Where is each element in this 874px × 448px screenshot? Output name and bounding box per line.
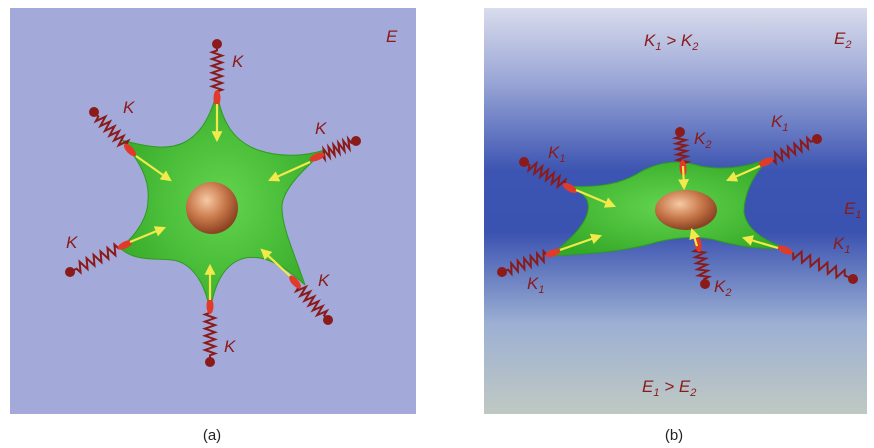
spring-label-k-upper-left: K (123, 98, 135, 117)
nucleus-a (186, 182, 238, 234)
spring-b-bottom-coil (690, 243, 713, 285)
spring-label-k-bottom: K (224, 337, 236, 356)
panel-a: E K K K K K K (a) (10, 8, 416, 444)
spring-b-upper-right-anchor-ball (812, 134, 822, 144)
caption-a: (a) (203, 427, 221, 444)
spring-a-upper-left-anchor-ball (89, 107, 99, 117)
medium-label-e: E (386, 27, 398, 46)
arrow-a-lower-left (129, 226, 167, 244)
spring-a-bottom-anchor-ball (205, 357, 215, 367)
springs-a (65, 39, 361, 367)
arrow-a-upper-right (267, 160, 311, 182)
arrow-a-upper-left (135, 155, 172, 182)
panel-b: K1 > K2 E2 E1 E1 > E2 K2 K1 K1 K1 K1 (484, 8, 867, 444)
medium-label-e2: E2 (834, 29, 851, 51)
spring-b-bottom (690, 236, 713, 289)
spring-a-lower-left-anchor-ball (65, 267, 75, 277)
spring-a-lower-left-adhesion (117, 240, 133, 250)
spring-a-bottom (202, 298, 218, 367)
arrows-a (129, 104, 311, 300)
spring-b-upper-left-coil (523, 160, 571, 190)
spring-b-bottom-anchor-ball (700, 279, 710, 289)
arrow-b-top (678, 165, 690, 191)
spring-a-lower-right-coil (293, 281, 330, 321)
spring-label-k-upper-right: K (315, 119, 327, 138)
spring-label-k1-lower-right: K1 (833, 234, 850, 256)
spring-b-lower-left-coil (501, 248, 554, 277)
spring-a-bottom-adhesion (206, 298, 214, 314)
spring-a-bottom-coil (202, 306, 218, 362)
spring-b-top-coil (671, 131, 692, 169)
spring-a-top-adhesion (213, 90, 221, 106)
spring-b-top-anchor-ball (675, 127, 685, 137)
spring-label-k2-bottom: K2 (714, 277, 731, 299)
relation-k1-gt-k2: K1 > K2 (644, 31, 698, 53)
spring-label-k-lower-right: K (318, 271, 330, 290)
arrow-b-upper-right (725, 164, 761, 182)
spring-b-lower-right (777, 245, 858, 284)
arrow-b-lower-right (741, 235, 779, 250)
spring-a-lower-left (65, 240, 133, 277)
spring-a-upper-left (89, 107, 137, 157)
spring-b-upper-right-coil (765, 135, 818, 166)
spring-b-upper-right-adhesion (758, 157, 774, 167)
spring-a-top-coil (208, 44, 226, 98)
springs-b (497, 127, 858, 289)
spring-label-k1-lower-left: K1 (527, 274, 544, 296)
spring-b-lower-right-anchor-ball (848, 274, 858, 284)
arrow-b-bottom (689, 227, 700, 247)
spring-a-upper-right-anchor-ball (351, 136, 361, 146)
spring-label-k2-top: K2 (694, 129, 711, 151)
nucleus-b (655, 190, 717, 230)
spring-b-upper-left-anchor-ball (519, 157, 529, 167)
spring-b-upper-left-adhesion (562, 183, 578, 193)
relation-e1-gt-e2: E1 > E2 (642, 377, 696, 399)
arrow-b-upper-left (575, 188, 617, 208)
caption-b: (b) (665, 427, 683, 444)
spring-b-upper-right (758, 134, 822, 167)
spring-b-lower-left-anchor-ball (497, 267, 507, 277)
spring-b-lower-left-adhesion (545, 248, 561, 258)
spring-label-k-top: K (232, 52, 244, 71)
arrows-b (559, 164, 779, 252)
spring-a-lower-left-coil (69, 242, 126, 275)
spring-a-top-anchor-ball (212, 39, 222, 49)
spring-b-lower-left (497, 248, 561, 277)
spring-b-lower-right-adhesion (777, 245, 793, 255)
spring-label-k1-upper-right: K1 (771, 112, 788, 134)
spring-b-upper-left (519, 157, 578, 193)
spring-label-k-lower-left: K (66, 233, 78, 252)
spring-a-lower-right-adhesion (289, 275, 301, 289)
medium-label-e1: E1 (844, 199, 861, 221)
spring-a-top (208, 39, 226, 106)
spring-a-lower-right (289, 275, 333, 325)
arrow-a-lower-right (260, 248, 291, 277)
arrow-b-lower-left (559, 233, 603, 252)
spring-b-lower-right-coil (784, 249, 854, 280)
spring-a-upper-left-adhesion (123, 143, 137, 157)
spring-a-upper-right-adhesion (309, 152, 325, 162)
spring-a-upper-right (309, 135, 361, 163)
spring-a-lower-right-anchor-ball (323, 315, 333, 325)
spring-label-k1-upper-left: K1 (548, 143, 565, 165)
spring-a-upper-left-coil (93, 111, 131, 151)
